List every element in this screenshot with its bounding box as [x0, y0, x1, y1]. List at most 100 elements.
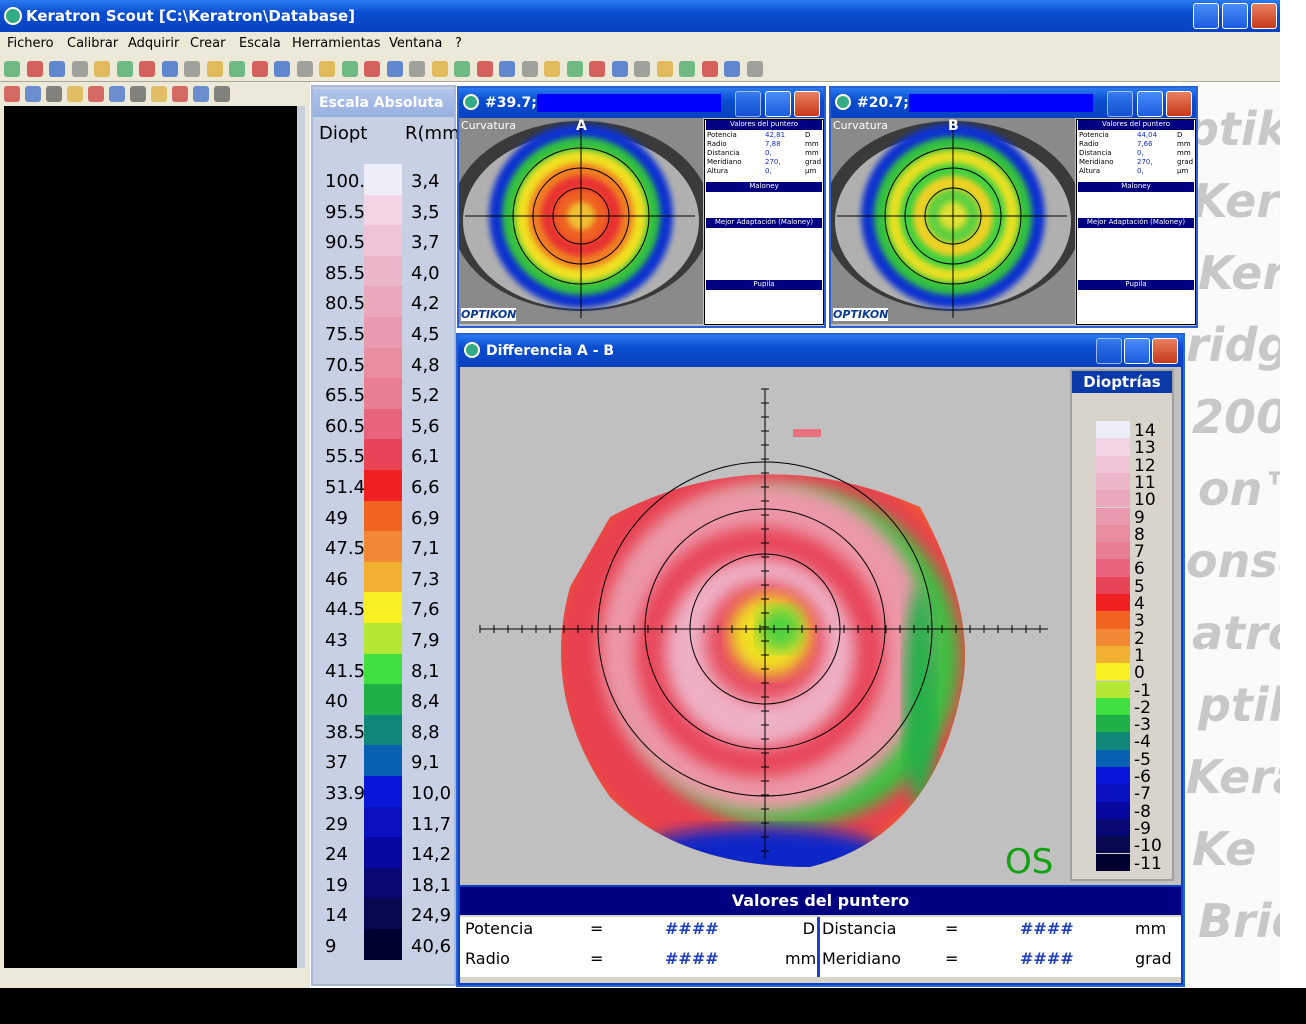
- menu-item[interactable]: Fichero: [7, 36, 54, 51]
- color-swatch: [364, 653, 402, 685]
- tool-button[interactable]: [172, 86, 188, 102]
- tool-button[interactable]: [521, 61, 538, 77]
- tool-button[interactable]: [161, 61, 178, 77]
- tool-button[interactable]: [296, 61, 313, 77]
- tool-button[interactable]: [109, 86, 125, 102]
- tool-button[interactable]: [94, 61, 110, 77]
- tool-button[interactable]: [409, 61, 425, 77]
- tool-button[interactable]: [544, 61, 560, 77]
- tool-button[interactable]: [274, 61, 290, 77]
- scrollbar[interactable]: [297, 106, 305, 968]
- menu-item[interactable]: Ventana: [389, 36, 443, 51]
- tool-button[interactable]: [67, 86, 83, 102]
- pointer-value: 270,: [765, 158, 781, 166]
- menu-item[interactable]: Adquirir: [128, 36, 180, 51]
- maximize-button[interactable]: [1124, 338, 1150, 364]
- menu-item[interactable]: Calibrar: [67, 36, 119, 51]
- tool-button[interactable]: [499, 61, 515, 77]
- tool-button[interactable]: [184, 61, 200, 77]
- legend-swatch: [1096, 594, 1130, 612]
- legend-swatch: [1096, 421, 1130, 439]
- section-header: Maloney: [1078, 182, 1194, 192]
- tool-button[interactable]: [71, 61, 88, 77]
- eye-label: OS: [1005, 842, 1054, 882]
- tool-button[interactable]: [116, 61, 133, 77]
- tool-button[interactable]: [454, 61, 470, 77]
- legend-label: 6: [1134, 559, 1145, 580]
- tool-button[interactable]: [566, 61, 583, 77]
- tool-button[interactable]: [476, 61, 493, 77]
- maximize-button[interactable]: [1137, 91, 1163, 117]
- tool-button[interactable]: [341, 61, 358, 77]
- tool-button[interactable]: [88, 86, 104, 102]
- tool-button[interactable]: [46, 86, 62, 102]
- map-window-a: #39.7; Curvatura A OPTIKON Valores del punte…: [457, 86, 826, 328]
- legend-swatch: [1096, 507, 1130, 525]
- map-title-bar: #20.7;: [831, 88, 1196, 118]
- tool-button[interactable]: [151, 86, 167, 102]
- radius-label: 40,6: [411, 936, 452, 957]
- tool-button[interactable]: [49, 61, 65, 77]
- tool-button[interactable]: [746, 61, 763, 77]
- close-button[interactable]: [1166, 91, 1192, 117]
- tool-button[interactable]: [206, 61, 223, 77]
- pointer-value: 42,81: [765, 131, 786, 139]
- diopt-label: 14: [325, 905, 348, 927]
- color-swatch: [364, 898, 402, 930]
- tool-button[interactable]: [26, 61, 43, 77]
- minimize-button[interactable]: [1096, 338, 1122, 364]
- minimize-button[interactable]: [1193, 3, 1219, 29]
- tool-button[interactable]: [386, 61, 403, 77]
- watermark-text: 200: [1192, 390, 1280, 444]
- watermark-text: onsc: [1186, 534, 1280, 588]
- tool-button[interactable]: [634, 61, 650, 77]
- legend-swatch: [1096, 715, 1130, 733]
- radius-label: 6,6: [411, 477, 440, 498]
- legend-label: 4: [1134, 594, 1145, 614]
- tool-button[interactable]: [214, 86, 230, 102]
- color-swatch: [364, 867, 402, 899]
- watermark-text: on™: [1198, 462, 1280, 516]
- tool-button[interactable]: [364, 61, 380, 77]
- menu-item[interactable]: Herramientas: [292, 36, 381, 51]
- app-icon: [4, 7, 22, 25]
- minimize-button[interactable]: [735, 91, 761, 117]
- tool-button[interactable]: [589, 61, 605, 77]
- close-button[interactable]: [1152, 338, 1178, 364]
- menu-item[interactable]: ?: [455, 36, 462, 51]
- tool-button[interactable]: [724, 61, 740, 77]
- tool-button[interactable]: [251, 61, 268, 77]
- menu-item[interactable]: Crear: [190, 36, 226, 51]
- pointer-value: 44,04: [1137, 131, 1158, 139]
- tool-button[interactable]: [193, 86, 209, 102]
- pointer-value: 7,88: [765, 140, 781, 148]
- axis-marker: B: [948, 118, 959, 134]
- close-button[interactable]: [1251, 3, 1277, 29]
- diopt-label: 70.5: [325, 354, 366, 376]
- tool-button[interactable]: [130, 86, 146, 102]
- tool-button[interactable]: [431, 61, 448, 77]
- pointer-unit: mm: [805, 140, 819, 148]
- menu-item[interactable]: Escala: [239, 36, 281, 51]
- pointer-value: ####: [665, 919, 719, 938]
- radius-label: 3,4: [411, 171, 440, 192]
- tool-button[interactable]: [701, 61, 718, 77]
- window-icon: [464, 342, 480, 358]
- minimize-button[interactable]: [1107, 91, 1133, 117]
- legend-title: Dioptrías: [1083, 373, 1161, 391]
- tool-button[interactable]: [4, 86, 20, 102]
- color-swatch: [364, 439, 402, 471]
- tool-button[interactable]: [656, 61, 673, 77]
- maximize-button[interactable]: [765, 91, 791, 117]
- tool-button[interactable]: [25, 86, 41, 102]
- maximize-button[interactable]: [1222, 3, 1248, 29]
- tool-button[interactable]: [229, 61, 245, 77]
- diopt-label: 75.5: [325, 324, 366, 345]
- tool-button[interactable]: [679, 61, 695, 77]
- tool-button[interactable]: [4, 61, 20, 77]
- tool-button[interactable]: [611, 61, 628, 77]
- legend-label: 8: [1134, 524, 1145, 545]
- tool-button[interactable]: [319, 61, 335, 77]
- tool-button[interactable]: [139, 61, 155, 77]
- close-button[interactable]: [794, 91, 820, 117]
